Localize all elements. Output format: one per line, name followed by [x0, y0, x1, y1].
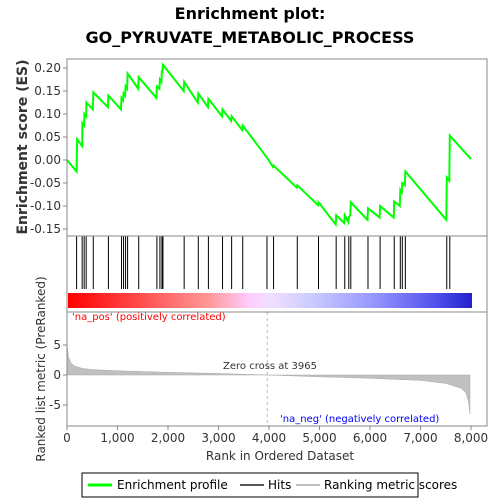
metric-x-tick-label: 6,000 — [353, 431, 387, 445]
metric-x-tick-label: 8,000 — [454, 431, 488, 445]
metric-y-tick-label: 0 — [53, 368, 61, 382]
metric-x-tick-label: 1,000 — [100, 431, 134, 445]
plot-title-line1: Enrichment plot: — [175, 4, 326, 23]
es-y-axis-label: Enrichment score (ES) — [15, 59, 31, 234]
metric-y-axis-label: Ranked list metric (PreRanked) — [34, 276, 48, 461]
metric-x-tick-label: 0 — [63, 431, 71, 445]
metric-x-tick-label: 7,000 — [403, 431, 437, 445]
metric-y-tick-label: 5 — [53, 338, 61, 352]
metric-panel: -5 0 5 0 1,000 2,000 3,000 4,000 5,000 6,000 7,00… — [34, 276, 488, 463]
legend: Enrichment profile Hits Ranking metric s… — [81, 472, 457, 498]
metric-y-ticks: -5 0 5 — [49, 338, 67, 412]
es-y-tick-label: 0.10 — [34, 107, 61, 121]
zero-cross-label: Zero cross at 3965 — [223, 361, 317, 372]
es-y-tick-label: -0.05 — [30, 176, 61, 190]
metric-x-ticks: 0 1,000 2,000 3,000 4,000 5,000 6,000 7,000 8,00… — [63, 426, 488, 445]
es-enrichment-line — [66, 62, 472, 228]
es-y-tick-label: 0.15 — [34, 84, 61, 98]
es-y-tick-label: -0.10 — [30, 199, 61, 213]
plot-title-line2: GO_PYRUVATE_METABOLIC_PROCESS — [86, 28, 415, 47]
legend-metric-label: Ranking metric scores — [324, 478, 457, 492]
metric-x-tick-label: 2,000 — [151, 431, 185, 445]
es-y-tick-label: -0.15 — [30, 222, 61, 236]
es-y-tick-label: 0.20 — [34, 61, 61, 75]
legend-enrichment-label: Enrichment profile — [117, 478, 228, 492]
metric-x-tick-label: 4,000 — [252, 431, 286, 445]
metric-panel-background — [67, 312, 487, 426]
es-y-tick-label: 0.05 — [34, 130, 61, 144]
ranking-heatmap-bar — [68, 293, 472, 308]
metric-y-tick-label: -5 — [49, 398, 61, 412]
pos-correlation-label: 'na_pos' (positively correlated) — [72, 312, 226, 323]
es-panel-background — [67, 59, 487, 236]
hits-panel — [66, 235, 488, 313]
neg-correlation-label: 'na_neg' (negatively correlated) — [280, 414, 439, 425]
metric-x-tick-label: 5,000 — [302, 431, 336, 445]
es-panel: -0.15 -0.10 -0.05 0.00 0.05 0.10 0.15 0.20 Enri… — [15, 58, 488, 237]
metric-x-axis-label: Rank in Ordered Dataset — [206, 449, 354, 463]
metric-x-tick-label: 3,000 — [201, 431, 235, 445]
metric-panel-frame — [66, 311, 488, 427]
hits-lines — [76, 236, 451, 289]
es-y-ticks: -0.15 -0.10 -0.05 0.00 0.05 0.10 0.15 0.20 — [30, 61, 67, 236]
legend-hits-label: Hits — [268, 478, 291, 492]
es-y-tick-label: 0.00 — [34, 153, 61, 167]
